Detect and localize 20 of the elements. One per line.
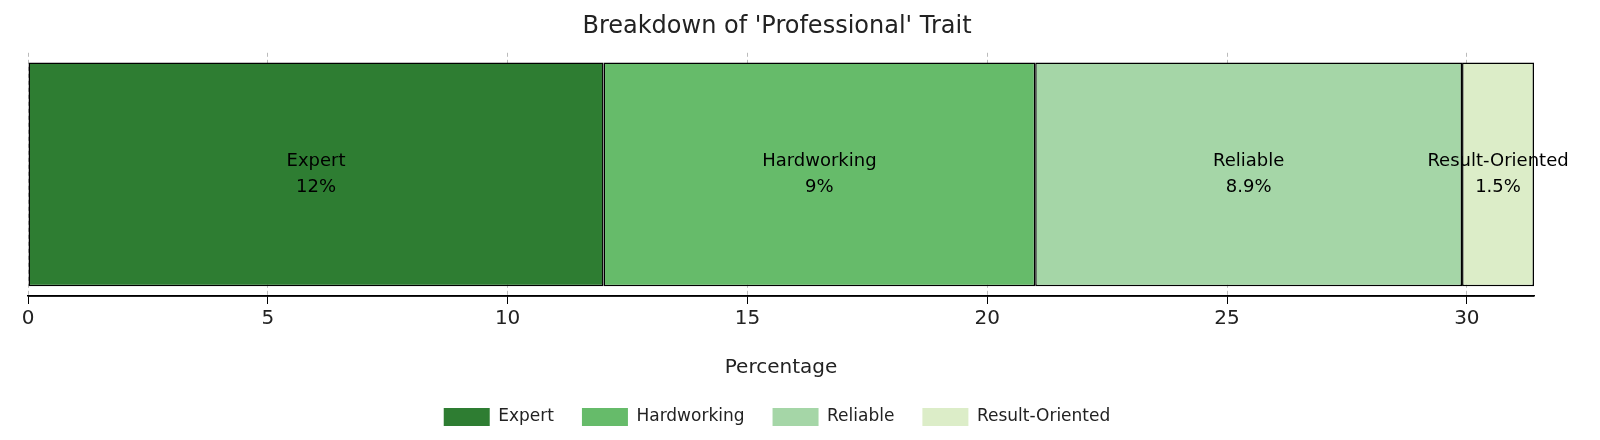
x-tick-label: 20	[974, 305, 1000, 330]
x-axis-title: Percentage	[724, 354, 838, 379]
text: Hardworking	[762, 149, 877, 171]
legend-label: Reliable	[827, 405, 895, 426]
x-tick-label: 30	[1454, 305, 1480, 330]
x-tick-label: 25	[1214, 305, 1240, 330]
legend-label: Result-Oriented	[976, 405, 1111, 426]
x-tick-label: 5	[261, 305, 275, 330]
legend-label: Expert	[498, 405, 555, 426]
text: Reliable	[1212, 149, 1285, 171]
chart-title: Breakdown of 'Professional' Trait	[582, 10, 972, 39]
data-label: 9%	[805, 175, 834, 197]
data-label: 12%	[296, 175, 337, 197]
x-tick-label: 0	[21, 305, 35, 330]
x-tick-label: 10	[494, 305, 521, 330]
data-label: 8.9%	[1225, 175, 1272, 197]
legend-label: Hardworking	[636, 405, 745, 426]
data-label: 1.5%	[1475, 175, 1521, 197]
x-tick-label: 15	[734, 305, 761, 330]
text: Expert	[286, 149, 346, 171]
